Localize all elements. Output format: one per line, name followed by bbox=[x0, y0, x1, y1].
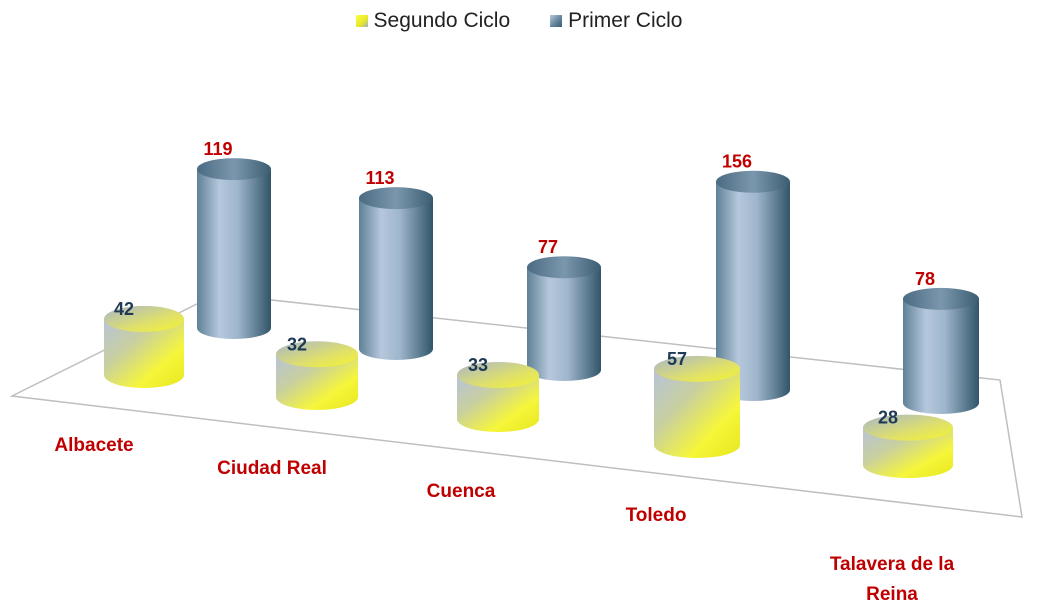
bar-primer-ciclo-2-top bbox=[359, 187, 433, 210]
bar-segundo-ciclo-4-body bbox=[654, 368, 740, 458]
legend-swatch-segundo-ciclo bbox=[355, 15, 368, 27]
bar-primer-ciclo-3-top bbox=[527, 256, 601, 279]
data-label-primer-ciclo-4: 156 bbox=[722, 152, 752, 172]
bar-segundo-ciclo-3-top bbox=[457, 361, 539, 388]
category-label-2: Ciudad Real bbox=[217, 458, 327, 479]
category-label-1: Albacete bbox=[54, 435, 134, 456]
bar-segundo-ciclo-2-body bbox=[276, 354, 358, 410]
bar-primer-ciclo-4 bbox=[716, 170, 790, 401]
bar-primer-ciclo-5-body bbox=[903, 298, 979, 414]
category-label-4: Toledo bbox=[625, 505, 687, 526]
bar-primer-ciclo-4-top bbox=[716, 170, 790, 193]
bar-primer-ciclo-1 bbox=[197, 158, 271, 339]
bar-segundo-ciclo-3 bbox=[457, 361, 539, 432]
cylinder-bar-chart: 119 113 77 156 78 42 32 33 57 28 bbox=[9, 139, 1023, 518]
legend-label-segundo-ciclo: Segundo Ciclo bbox=[373, 9, 511, 32]
bar-segundo-ciclo-2-top bbox=[276, 341, 358, 368]
bar-segundo-ciclo-1-top bbox=[104, 305, 184, 332]
bar-primer-ciclo-5-top bbox=[903, 287, 979, 310]
bar-primer-ciclo-3-body bbox=[527, 267, 601, 381]
legend-swatch-primer-ciclo bbox=[550, 15, 563, 27]
data-label-primer-ciclo-2: 113 bbox=[365, 168, 394, 188]
bar-segundo-ciclo-5-top bbox=[863, 414, 953, 441]
bar-primer-ciclo-4-body bbox=[716, 181, 790, 401]
bar-segundo-ciclo-4 bbox=[654, 355, 740, 458]
category-label-3: Cuenca bbox=[426, 481, 496, 502]
data-label-primer-ciclo-1: 119 bbox=[203, 139, 232, 159]
data-label-segundo-ciclo-5: 28 bbox=[878, 408, 898, 428]
bar-segundo-ciclo-3-body bbox=[457, 374, 539, 432]
data-label-segundo-ciclo-2: 32 bbox=[287, 334, 307, 354]
bar-segundo-ciclo-1 bbox=[104, 305, 184, 388]
data-label-segundo-ciclo-1: 42 bbox=[114, 299, 134, 319]
data-label-primer-ciclo-5: 78 bbox=[915, 269, 935, 289]
bar-primer-ciclo-1-top bbox=[197, 158, 271, 181]
data-label-primer-ciclo-3: 77 bbox=[538, 237, 558, 257]
bar-primer-ciclo-1-body bbox=[197, 169, 271, 339]
data-label-segundo-ciclo-3: 33 bbox=[468, 355, 488, 375]
bar-primer-ciclo-2 bbox=[359, 187, 433, 360]
bar-segundo-ciclo-5-body bbox=[863, 427, 953, 478]
bar-primer-ciclo-3 bbox=[527, 256, 601, 381]
chart-legend: Segundo Ciclo Primer Ciclo bbox=[0, 9, 1038, 33]
data-label-segundo-ciclo-4: 57 bbox=[667, 349, 687, 369]
legend-label-primer-ciclo: Primer Ciclo bbox=[568, 9, 683, 32]
bar-primer-ciclo-5 bbox=[903, 287, 979, 414]
category-label-5: Talavera de la Reina bbox=[829, 554, 955, 605]
bar-segundo-ciclo-1-body bbox=[104, 318, 184, 388]
bar-segundo-ciclo-4-top bbox=[654, 355, 740, 382]
bar-segundo-ciclo-5 bbox=[863, 414, 953, 478]
legend-item-segundo-ciclo[interactable]: Segundo Ciclo bbox=[355, 9, 511, 33]
bar-segundo-ciclo-2 bbox=[276, 341, 358, 410]
legend-item-primer-ciclo[interactable]: Primer Ciclo bbox=[550, 9, 682, 33]
bar-primer-ciclo-2-body bbox=[359, 198, 433, 360]
